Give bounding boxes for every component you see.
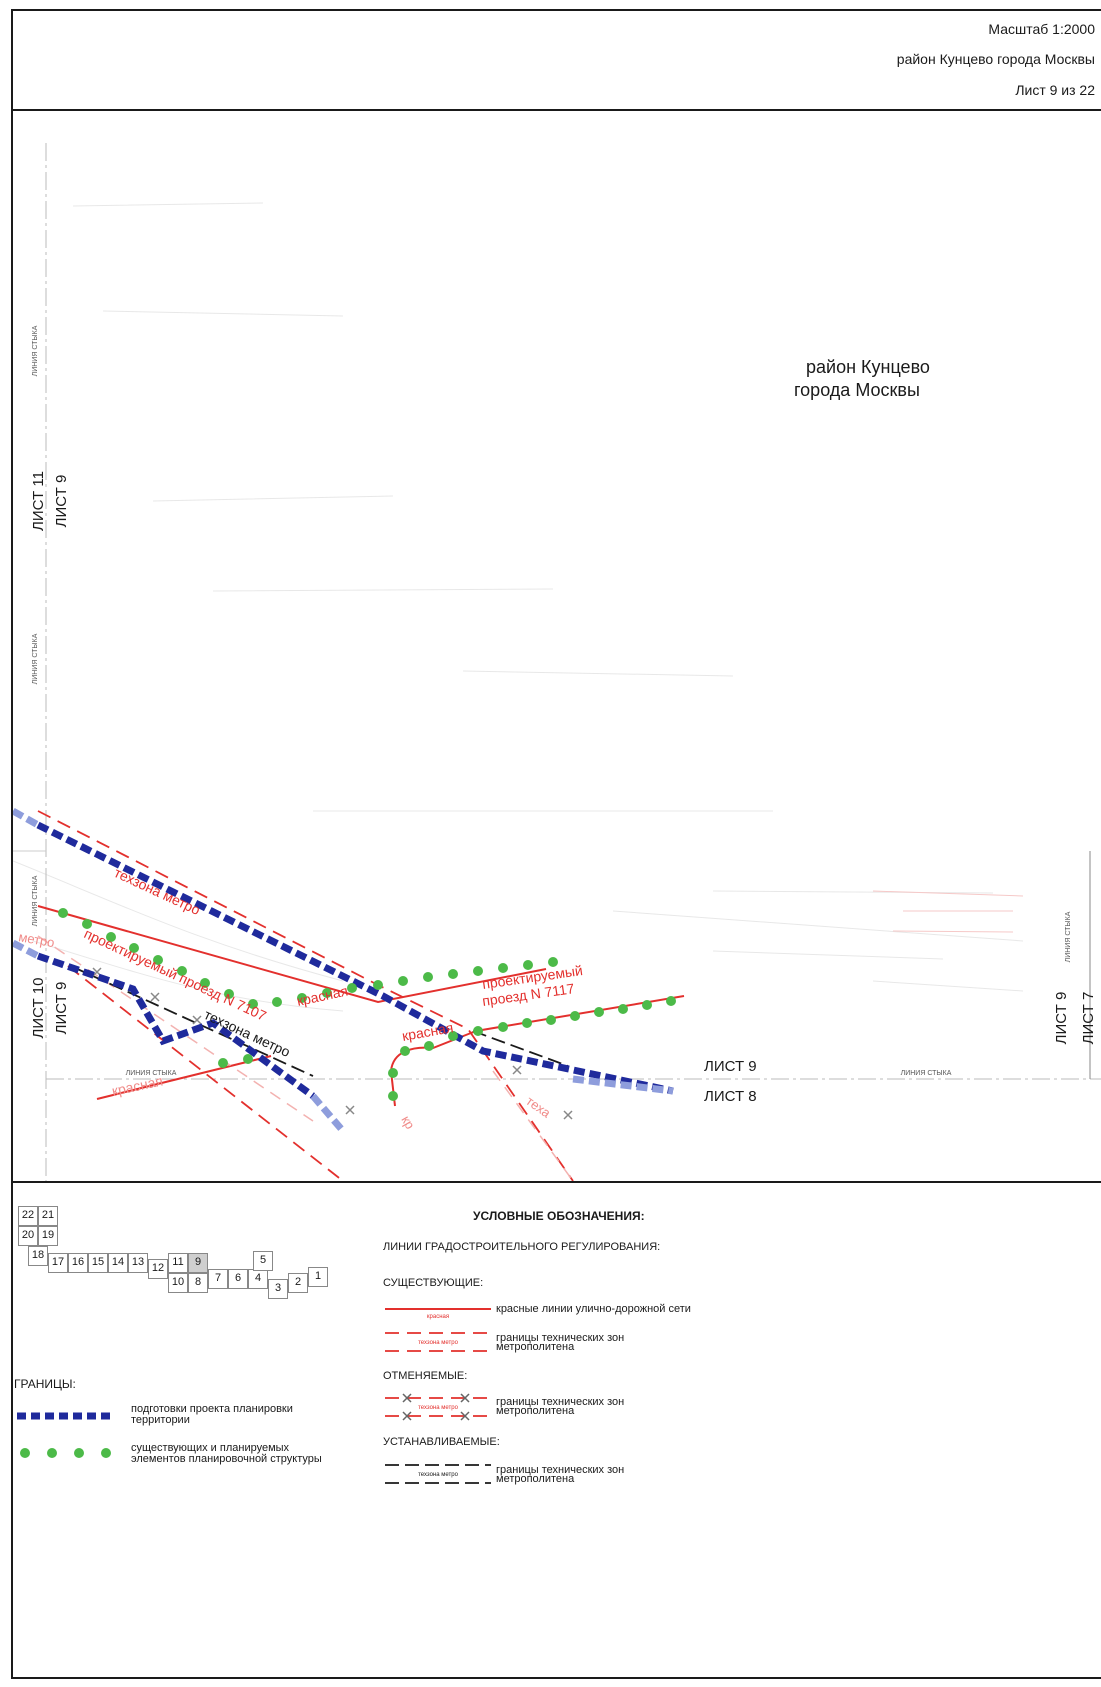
legend-established-heading: УСТАНАВЛИВАЕМЫЕ: [383,1436,500,1448]
sheet-index-cell: 18 [28,1246,48,1266]
legend-regulation-heading: ЛИНИИ ГРАДОСТРОИТЕЛЬНОГО РЕГУЛИРОВАНИЯ: [383,1241,661,1253]
map-canvas: ЛИНИЯ СТЫКА ЛИНИЯ СТЫКА ЛИНИЯ СТЫКА ЛИНИ… [13,143,1101,1181]
sheet-label-right-outer: ЛИСТ 7 [1080,992,1097,1045]
sheet-index-cell: 2 [288,1273,308,1293]
legend-divider [13,1181,1101,1183]
sheet-index-cell: 20 [18,1226,38,1246]
svg-text:техзона метро: техзона метро [418,1472,459,1478]
join-line-label-6: ЛИНИЯ СТЫКА [1065,911,1072,962]
sheet-number: Лист 9 из 22 [1015,82,1095,98]
sheet-index-cell: 10 [168,1273,188,1293]
map-sheet: Масштаб 1:2000 район Кунцево города Моск… [11,9,1101,1679]
sheet-index-cell: 22 [18,1206,38,1226]
label-projected-7107: проектируемый проезд N 7107 [82,925,269,1024]
title-block: Масштаб 1:2000 район Кунцево города Моск… [13,11,1101,111]
structure-desc-line1: существующих и планируемых [131,1442,290,1454]
sheet-index-cell: 8 [188,1273,208,1293]
sheet-label-left-lower-inner: ЛИСТ 9 [53,982,70,1035]
legend-title: УСЛОВНЫЕ ОБОЗНАЧЕНИЯ: [473,1209,645,1223]
sheet-index-cell: 16 [68,1253,88,1273]
svg-text:техзона метро: техзона метро [418,1405,459,1411]
sheet-label-left-upper-outer: ЛИСТ 11 [30,471,47,531]
sheet-label-bottom-lower: ЛИСТ 8 [704,1088,757,1105]
sheet-index-cell: 19 [38,1226,58,1246]
legend-existing-heading: СУЩЕСТВУЮЩИЕ: [383,1277,484,1289]
structure-desc-line2: элементов планировочной структуры [131,1453,322,1465]
established-desc-line1: границы технических зон [496,1464,625,1476]
district-label-line1: район Кунцево [806,357,930,377]
district-label-line2: города Москвы [794,380,920,400]
district-title: район Кунцево города Москвы [896,51,1095,67]
sheet-index-cell: 13 [128,1253,148,1273]
sheet-index-cell: 1 [308,1267,328,1287]
planning-boundary [13,807,674,1134]
cancelled-sample: техзона метро [385,1393,491,1421]
join-lines [45,143,1101,1181]
legend-cancelled-heading: ОТМЕНЯЕМЫЕ: [383,1370,468,1382]
join-line-label-4: ЛИНИЯ СТЫКА [126,1070,177,1077]
structure-dots-sample [20,1448,111,1458]
techzone-red-dashed [37,810,574,1181]
structure-dots [58,908,676,1101]
join-line-label-3: ЛИНИЯ СТЫКА [32,875,39,926]
scale-label: Масштаб 1:2000 [988,21,1095,37]
red-lines-desc: красные линии улично-дорожной сети [496,1303,691,1315]
join-line-label-1: ЛИНИЯ СТЫКА [32,325,39,376]
legend-boundaries-heading: ГРАНИЦЫ: [14,1377,76,1391]
label-teh-fragment: теха [523,1093,554,1121]
svg-text:красная: красная [427,1314,449,1320]
sheet-index-cell: 15 [88,1253,108,1273]
svg-text:техзона метро: техзона метро [418,1340,459,1346]
sheet-index-cell: 12 [148,1259,168,1279]
cancelled-crosses [92,967,573,1120]
sheet-index-cell: 6 [228,1269,248,1289]
sheet-label-left-upper-inner: ЛИСТ 9 [53,475,70,528]
established-sample: техзона метро [385,1464,491,1484]
planning-desc-line2: территории [131,1414,190,1426]
established-desc-line2: метрополитена [496,1473,575,1485]
sheet-label-right-inner: ЛИСТ 9 [1053,992,1070,1045]
base-topography-red [872,890,1024,933]
cancelled-desc-line2: метрополитена [496,1405,575,1417]
techzone-desc-line1: границы технических зон [496,1332,625,1344]
sheet-index-current: 9 [188,1253,208,1273]
sheet-label-bottom-upper: ЛИСТ 9 [704,1058,757,1075]
sheet-label-left-lower-outer: ЛИСТ 10 [30,978,47,1039]
legend: 22 21 20 19 18 17 16 15 14 13 12 11 9 10… [13,1181,1101,1681]
planning-boundary-sample [17,1412,113,1420]
sheet-index-cell: 4 [248,1269,268,1289]
sheet-index-cell: 17 [48,1253,68,1273]
label-red-line-2: красная [401,1019,455,1044]
sheet-index-cell: 5 [253,1251,273,1271]
sheet-index-cell: 11 [168,1253,188,1273]
sheet-index-cell: 14 [108,1253,128,1273]
cancelled-desc-line1: границы технических зон [496,1396,625,1408]
techzone-sample: техзона метро [385,1332,491,1352]
sheet-index-cell: 3 [268,1279,288,1299]
sheet-index-cell: 21 [38,1206,58,1226]
sheet-index-cell: 7 [208,1269,228,1289]
base-topography [13,202,1024,1012]
planning-desc-line1: подготовки проекта планировки [131,1403,293,1415]
red-lines-sample: красная [385,1308,491,1320]
techzone-faded [37,935,574,1181]
join-line-label-2: ЛИНИЯ СТЫКА [32,633,39,684]
techzone-desc-line2: метрополитена [496,1341,575,1353]
join-line-label-5: ЛИНИЯ СТЫКА [901,1070,952,1077]
label-k-fragment: кр [398,1113,417,1132]
label-metro-fragment: метро [17,929,55,950]
